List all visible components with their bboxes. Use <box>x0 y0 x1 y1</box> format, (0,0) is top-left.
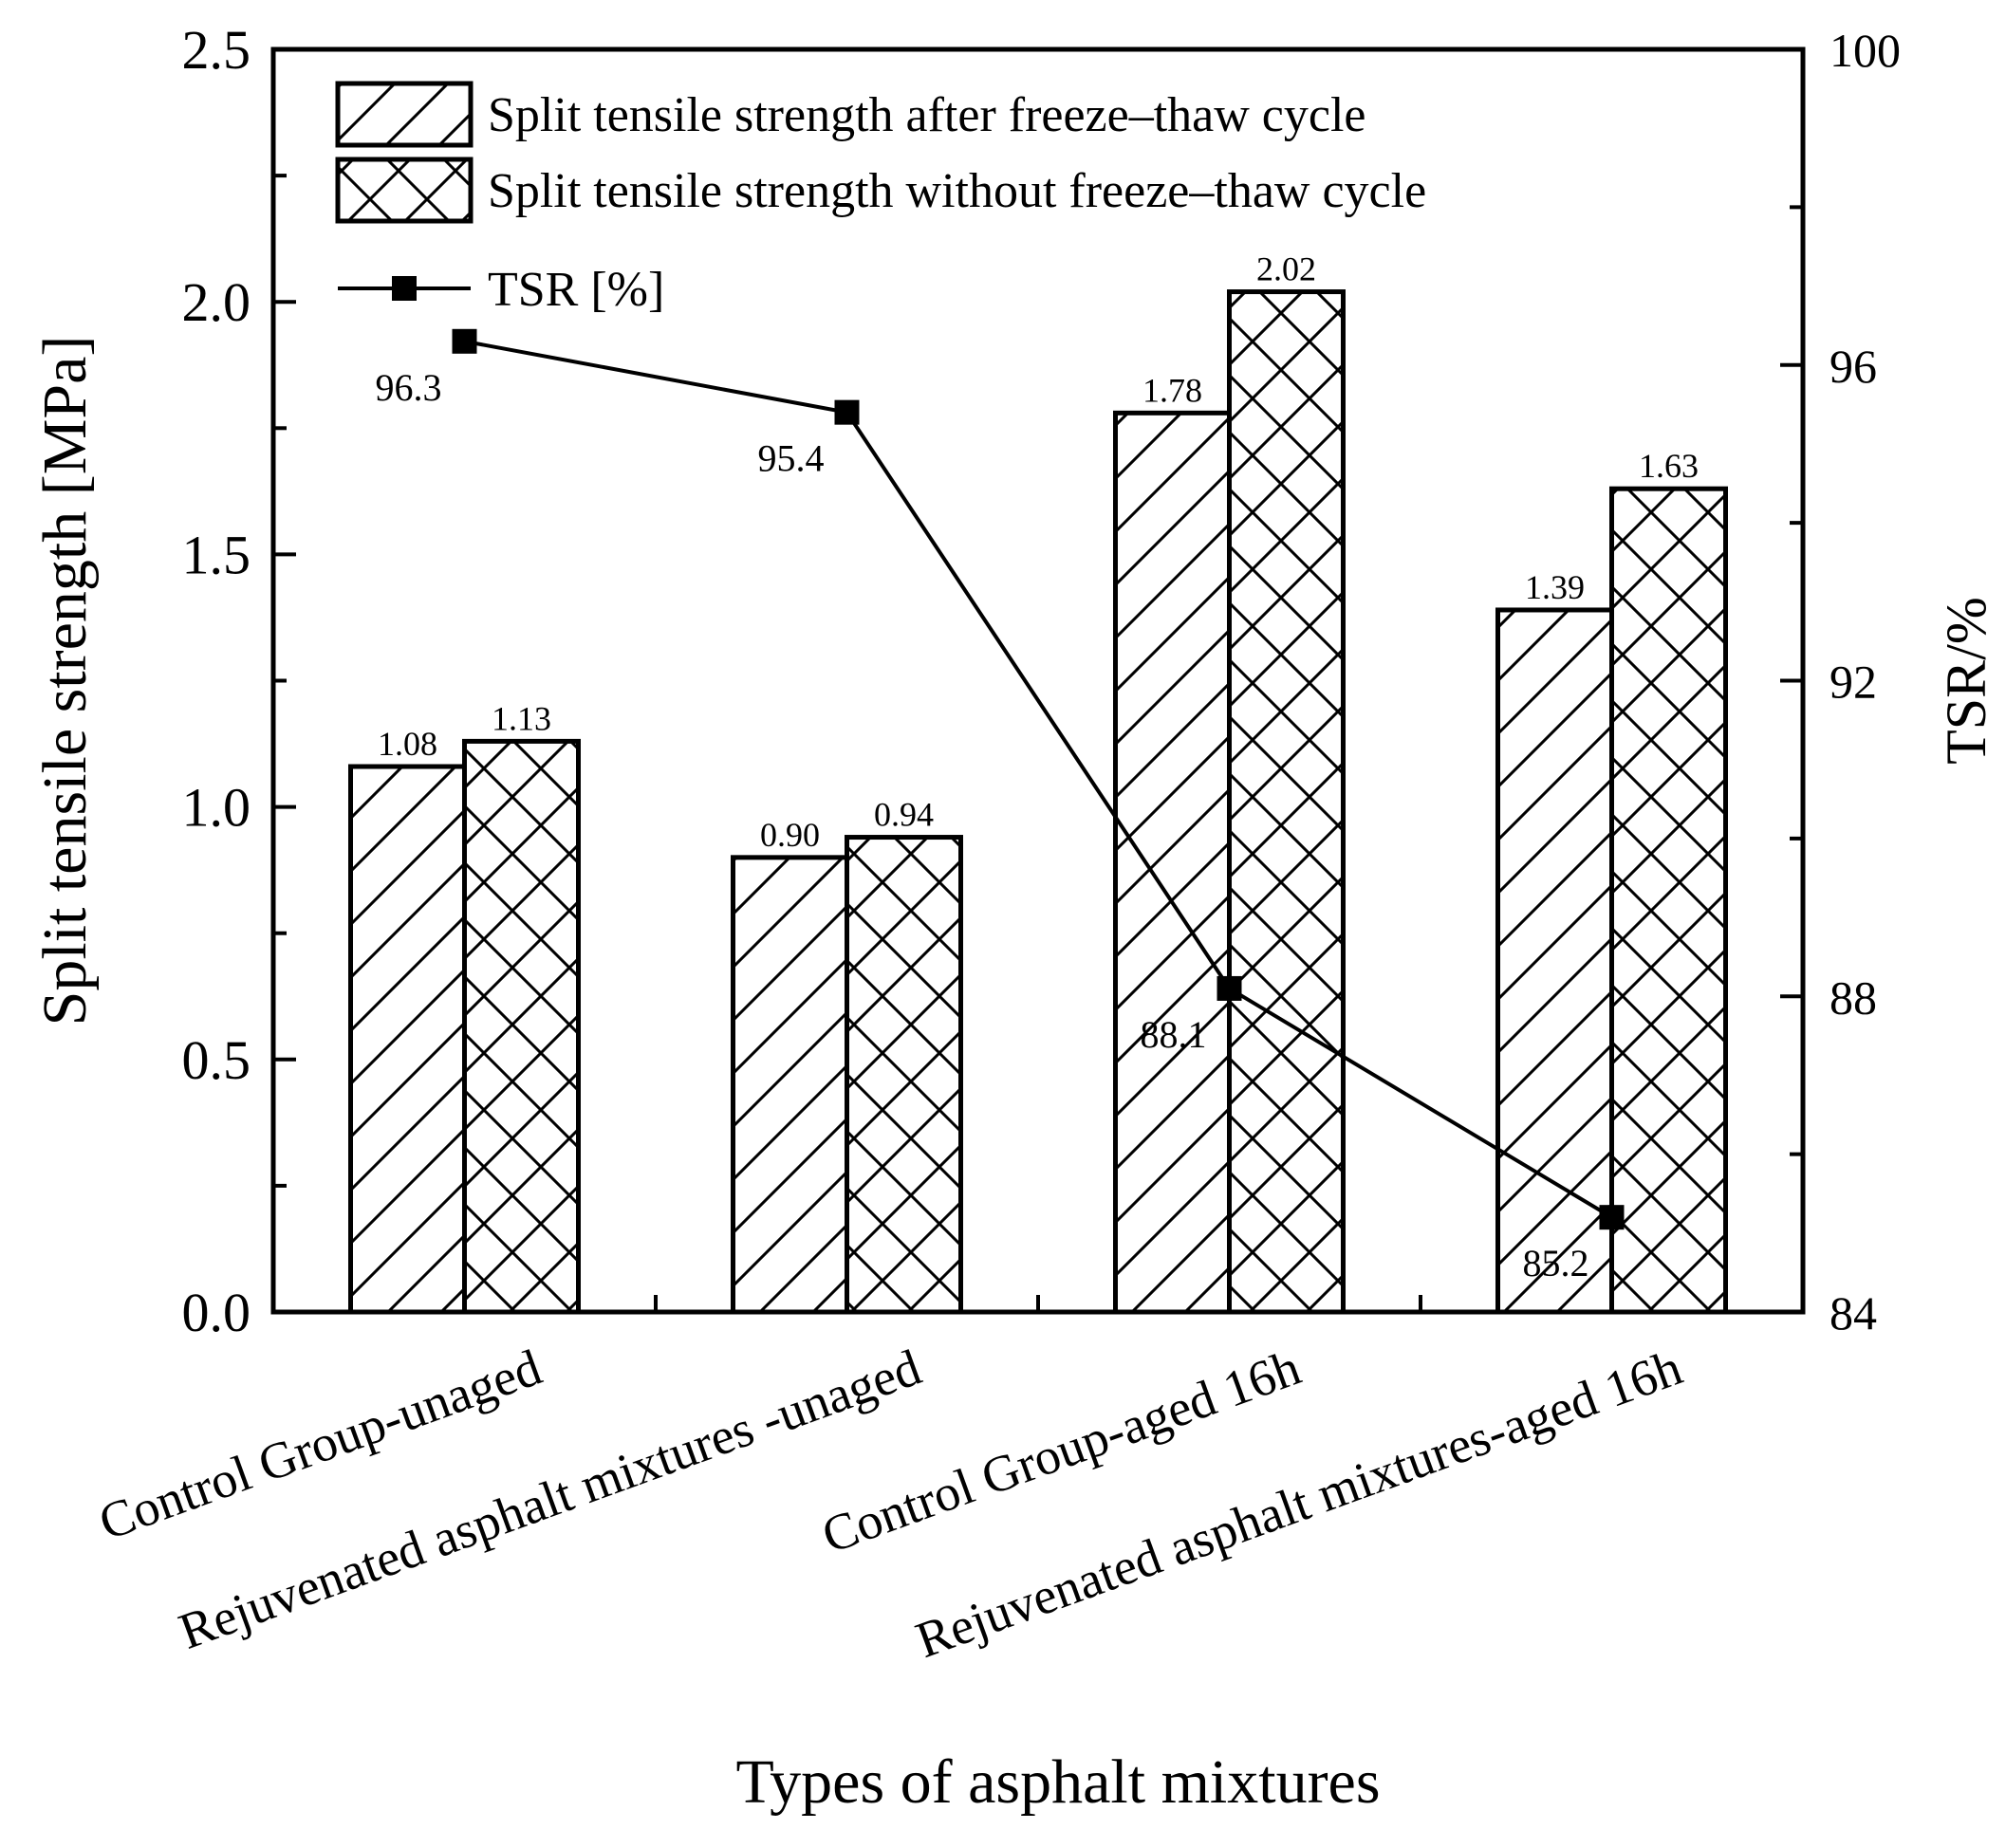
tsr-marker <box>452 328 477 354</box>
y-left-tick-label: 1.5 <box>182 524 251 585</box>
y-right-tick-label: 84 <box>1830 1286 1877 1340</box>
x-category-label: Rejuvenated asphalt mixtures -unaged <box>172 1339 928 1660</box>
y-right-tick-label: 92 <box>1830 656 1877 709</box>
y-left-tick-label: 0.5 <box>182 1029 251 1091</box>
bar-value-label: 1.08 <box>378 725 437 763</box>
bar-series2-4 <box>1609 486 1728 1315</box>
y-right-tick-label: 88 <box>1830 970 1877 1024</box>
legend-tsr-marker <box>392 276 417 301</box>
bar-series2-1 <box>462 738 581 1315</box>
tsr-value-label: 85.2 <box>1523 1242 1589 1284</box>
bar-series2-2 <box>845 835 963 1315</box>
tsr-line <box>464 339 1613 1219</box>
y-left-tick-label: 2.5 <box>182 19 251 81</box>
y-left-tick-label: 0.0 <box>182 1282 251 1343</box>
tsr-marker <box>1217 975 1242 1001</box>
y-right-tick-label: 100 <box>1830 24 1901 77</box>
y-right-tick-label: 96 <box>1830 340 1877 393</box>
y-left-axis-title: Split tensile strength [MPa] <box>30 336 100 1026</box>
tsr-marker <box>834 399 860 425</box>
bar-series1-2 <box>731 855 849 1315</box>
bar-value-label: 2.02 <box>1256 250 1316 288</box>
bar-value-label: 0.90 <box>760 816 820 854</box>
tsr-value-label: 88.1 <box>1141 1013 1207 1056</box>
bar-value-label: 0.94 <box>874 796 934 834</box>
tsr-value-label: 95.4 <box>758 437 825 480</box>
tsr-value-label: 96.3 <box>376 366 442 409</box>
x-axis-title: Types of asphalt mixtures <box>735 1747 1380 1817</box>
bar-value-label: 1.39 <box>1525 568 1585 606</box>
legend-label-without-freeze-thaw: Split tensile strength without freeze–th… <box>488 164 1426 218</box>
y-left-tick-label: 1.0 <box>182 777 251 839</box>
bar-series1-1 <box>348 764 467 1315</box>
bar-series1-3 <box>1113 410 1232 1315</box>
tsr-marker <box>1599 1205 1625 1230</box>
legend-label-after-freeze-thaw: Split tensile strength after freeze–thaw… <box>488 88 1366 142</box>
bar-value-label: 1.78 <box>1142 371 1202 409</box>
bar-value-label: 1.63 <box>1639 447 1699 485</box>
legend-swatch-without-freeze-thaw <box>335 157 474 224</box>
y-right-axis-title: TSR/% <box>1935 597 1997 765</box>
bar-series1-4 <box>1495 607 1614 1315</box>
legend-swatch-after-freeze-thaw <box>335 81 474 148</box>
bar-series2-3 <box>1227 289 1346 1315</box>
y-left-tick-label: 2.0 <box>182 271 251 333</box>
legend-label-tsr: TSR [%] <box>488 263 664 317</box>
bar-value-label: 1.13 <box>492 699 551 737</box>
